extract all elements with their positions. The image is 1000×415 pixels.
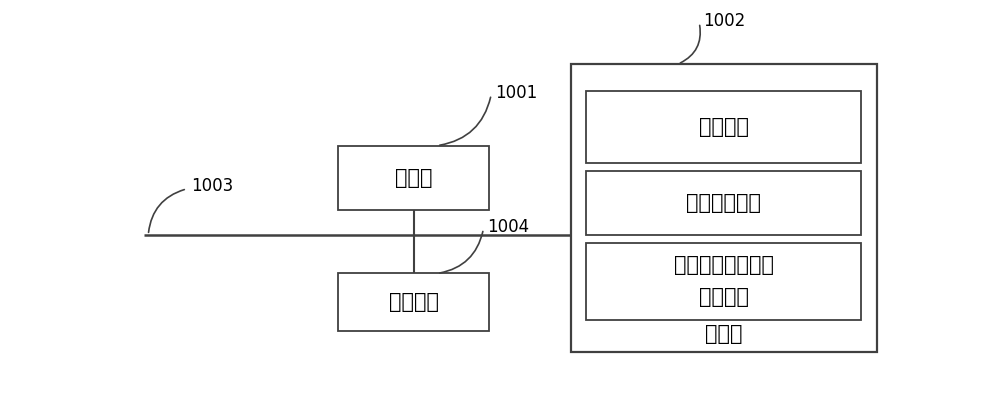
Bar xyxy=(571,64,877,352)
Text: 操作系统: 操作系统 xyxy=(699,117,749,137)
Text: 空闲洗衣机信息的: 空闲洗衣机信息的 xyxy=(674,255,774,275)
Text: 1003: 1003 xyxy=(191,177,233,195)
Bar xyxy=(338,273,489,331)
Bar xyxy=(586,171,861,235)
Text: 1002: 1002 xyxy=(703,12,745,30)
Bar xyxy=(586,91,861,163)
Text: 1001: 1001 xyxy=(495,84,537,102)
Text: 处理器: 处理器 xyxy=(395,168,432,188)
Text: 网络通信模块: 网络通信模块 xyxy=(686,193,761,213)
Text: 存储器: 存储器 xyxy=(705,324,742,344)
Text: 1004: 1004 xyxy=(487,218,529,236)
Bar xyxy=(586,243,861,320)
Bar xyxy=(338,146,489,210)
Text: 网络接口: 网络接口 xyxy=(389,292,439,312)
Text: 显示程序: 显示程序 xyxy=(699,287,749,307)
